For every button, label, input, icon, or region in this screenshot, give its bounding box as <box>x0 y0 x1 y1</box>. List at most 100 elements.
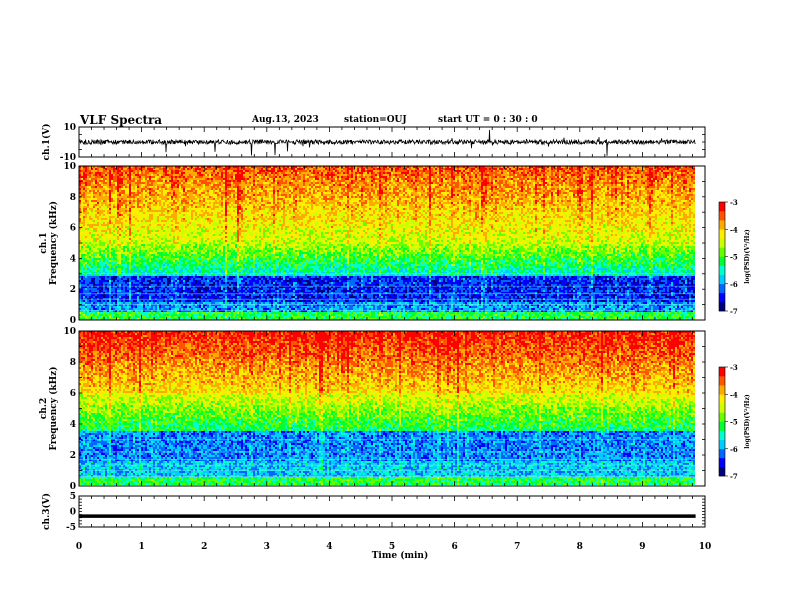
ch1-spectrogram-cell <box>169 230 171 232</box>
ch1-spectrogram-cell <box>147 268 149 270</box>
ch1-waveform-ytick-label: 10 <box>63 123 76 133</box>
ch1-spectrogram-cell <box>105 288 107 290</box>
ch1-spectrogram-cell <box>93 168 95 170</box>
ch1-spectrogram-cell <box>119 228 121 230</box>
ch1-spectrogram-cell <box>161 188 163 190</box>
ch1-spectrogram-cell <box>141 266 143 268</box>
ch1-spectrogram-cell <box>155 186 157 188</box>
ch1-spectrogram-cell <box>111 236 113 238</box>
ch1-spectrogram-cell <box>131 232 133 234</box>
ch1-spectrogram-cell <box>153 192 155 194</box>
ch1-spectrogram-cell <box>159 176 161 178</box>
ch1-spectrogram-cell <box>91 314 93 316</box>
ch1-spectrogram-cell <box>83 252 85 254</box>
ch1-spectrogram-cell <box>119 220 121 222</box>
ch1-spectrogram-cell <box>167 212 169 214</box>
ch1-spectrogram-cell <box>119 174 121 176</box>
ch1-spectrogram-cell <box>157 238 159 240</box>
ch1-spectrogram-cell <box>111 266 113 268</box>
ch1-spectrogram-cell <box>141 184 143 186</box>
ch1-spectrogram-cell <box>143 238 145 240</box>
ch1-spectrogram-cell <box>129 236 131 238</box>
ch1-spectrogram-cell <box>85 196 87 198</box>
ch1-spectrogram-cell <box>107 226 109 228</box>
ch1-spectrogram-cell <box>137 234 139 236</box>
ch1-spectrogram-cell <box>137 250 139 252</box>
ch1-spectrogram-cell <box>141 202 143 204</box>
ch1-spectrogram-cell <box>133 200 135 202</box>
ch1-spectrogram-cell <box>81 172 83 174</box>
ch1-spectrogram-cell <box>141 290 143 292</box>
ch1-spectrogram-cell <box>95 296 97 298</box>
ch1-spectrogram-cell <box>169 184 171 186</box>
ch1-spectrogram-cell <box>89 314 91 316</box>
ch1-spectrogram-cell <box>149 242 151 244</box>
ch1-spectrogram-cell <box>107 236 109 238</box>
ch1-spectrogram-cell <box>163 262 165 264</box>
ch1-spectrogram-cell <box>163 222 165 224</box>
ch1-spectrogram-cell <box>145 224 147 226</box>
ch1-spectrogram-cell <box>167 182 169 184</box>
ch1-spectrogram-cell <box>151 294 153 296</box>
ch1-spectrogram-cell <box>117 218 119 220</box>
ch1-spectrogram-cell <box>109 266 111 268</box>
ch1-spectrogram-cell <box>141 212 143 214</box>
ch1-spectrogram-cell <box>103 270 105 272</box>
ch1-spectrogram-cell <box>153 194 155 196</box>
ch1-spectrogram-cell <box>85 284 87 286</box>
ch1-spectrogram-cell <box>139 176 141 178</box>
ch1-spectrogram-cell <box>85 250 87 252</box>
ch1-spectrogram-cell <box>137 240 139 242</box>
ch1-spectrogram-cell <box>111 208 113 210</box>
ch1-spectrogram-cell <box>129 284 131 286</box>
ch1-spectrogram-cell <box>103 200 105 202</box>
ch1-spectrogram-cell <box>141 242 143 244</box>
ch1-spectrogram-cell <box>93 304 95 306</box>
ch1-spectrogram-cell <box>103 238 105 240</box>
ch1-spectrogram-cell <box>129 268 131 270</box>
ch1-spectrogram-cell <box>159 304 161 306</box>
ch1-spectrogram-cell <box>163 190 165 192</box>
ch1-spectrogram-cell <box>141 216 143 218</box>
ch1-spectrogram-cell <box>97 210 99 212</box>
ch1-spectrogram-cell <box>145 208 147 210</box>
ch1-spectrogram-cell <box>155 262 157 264</box>
ch1-spectrogram-cell <box>149 182 151 184</box>
ch1-spectrogram-cell <box>83 304 85 306</box>
ch1-spectrogram-cell <box>121 186 123 188</box>
ch1-spectrogram-cell <box>91 288 93 290</box>
ch1-spectrogram-cell <box>165 232 167 234</box>
ch1-spectrogram-cell <box>119 266 121 268</box>
ch1-spectrogram-cell <box>149 250 151 252</box>
ch1-spectrogram-cell <box>137 182 139 184</box>
ch1-spectrogram-cell <box>97 222 99 224</box>
ch1-spectrogram-cell <box>157 308 159 310</box>
ch1-spectrogram-cell <box>121 196 123 198</box>
ch1-spectrogram-cell <box>139 196 141 198</box>
ch1-spectrogram-cell <box>125 316 127 318</box>
ch1-spectrogram-cell <box>143 212 145 214</box>
ch1-spectrogram-cell <box>117 188 119 190</box>
ch1-spectrogram-cell <box>131 244 133 246</box>
ch1-spectrogram-cell <box>135 230 137 232</box>
ch1-spectrogram-cell <box>103 250 105 252</box>
ch1-spectrogram-cell <box>161 276 163 278</box>
ch1-spectrogram-cell <box>135 256 137 258</box>
ch1-spectrogram-cell <box>105 246 107 248</box>
ch1-spectrogram-cell <box>85 192 87 194</box>
ch1-spectrogram-cell <box>95 174 97 176</box>
ch1-spectrogram-cell <box>121 290 123 292</box>
ch1-spectrogram-cell <box>169 226 171 228</box>
ch1-spectrogram-cell <box>81 278 83 280</box>
ch1-spectrogram-cell <box>151 284 153 286</box>
ch1-spectrogram-cell <box>147 208 149 210</box>
ch1-spectrogram-cell <box>115 294 117 296</box>
ch1-spectrogram-cell <box>81 266 83 268</box>
ch1-spectrogram-cell <box>137 180 139 182</box>
ch1-spectrogram-cell <box>89 302 91 304</box>
ch1-spectrogram-cell <box>121 252 123 254</box>
ch1-spectrogram-cell <box>159 170 161 172</box>
ch1-spectrogram-cell <box>85 178 87 180</box>
ch1-spectrogram-cell <box>81 252 83 254</box>
ch1-spectrogram-cell <box>89 204 91 206</box>
